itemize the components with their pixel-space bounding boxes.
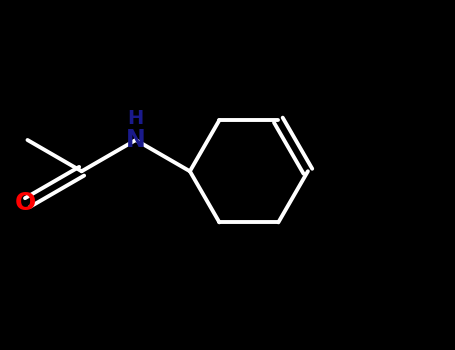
- Text: O: O: [15, 190, 35, 215]
- Text: N: N: [126, 128, 146, 152]
- Text: H: H: [128, 110, 144, 128]
